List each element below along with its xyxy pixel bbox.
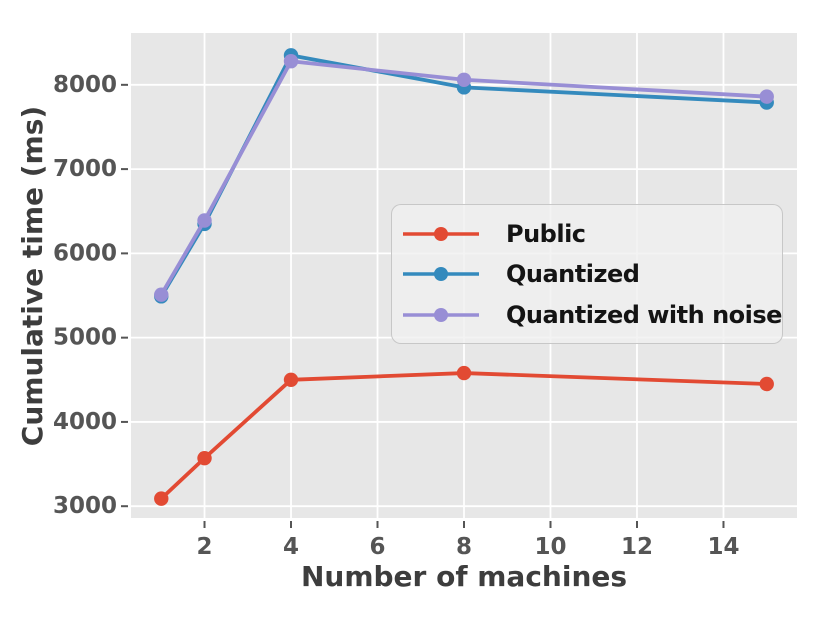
series-quantized-with-noise: [154, 54, 774, 302]
x-tick-label: 8: [456, 534, 472, 560]
y-tick-label: 3000: [53, 493, 117, 519]
data-point: [759, 376, 774, 392]
legend: Public Quantized Quantized with noise: [391, 204, 783, 344]
data-point: [283, 372, 299, 387]
data-point: [197, 213, 212, 228]
legend-item-quantized: Quantized: [392, 260, 782, 288]
legend-label: Quantized with noise: [506, 300, 782, 329]
x-tick-label: 12: [621, 534, 653, 560]
legend-line-marker-icon: [403, 307, 479, 322]
y-axis-label: Cumulative time (ms): [16, 106, 49, 446]
series-public: [154, 365, 774, 506]
y-tick-label: 6000: [53, 240, 117, 266]
legend-item-quantized-with-noise: Quantized with noise: [392, 301, 782, 329]
legend-label: Quantized: [506, 260, 640, 288]
y-tick-label: 7000: [53, 156, 117, 182]
y-tick-label: 8000: [53, 72, 117, 98]
data-point: [283, 54, 299, 69]
data-point: [456, 72, 472, 87]
data-point: [759, 89, 774, 104]
legend-line-marker-icon: [403, 226, 479, 241]
y-tick-label: 4000: [53, 409, 117, 435]
x-tick-label: 4: [283, 534, 299, 560]
x-tick-label: 2: [197, 534, 213, 560]
data-point: [154, 491, 169, 506]
legend-line-marker-icon: [403, 267, 479, 281]
x-tick-label: 6: [369, 534, 385, 560]
x-tick-label: 14: [707, 534, 739, 560]
x-tick-label: 10: [534, 534, 566, 560]
x-axis-label: Number of machines: [301, 560, 627, 593]
data-point: [197, 450, 212, 466]
legend-label: Public: [506, 219, 586, 248]
y-tick-label: 5000: [53, 325, 117, 351]
tick-labels: 2 4 6 8 10 12 14 3000 4000 5000 6000 7000 8000: [53, 72, 740, 560]
legend-item-public: Public: [392, 220, 782, 248]
data-point: [456, 365, 472, 381]
data-point: [154, 287, 169, 302]
tick-marks: [121, 83, 725, 528]
